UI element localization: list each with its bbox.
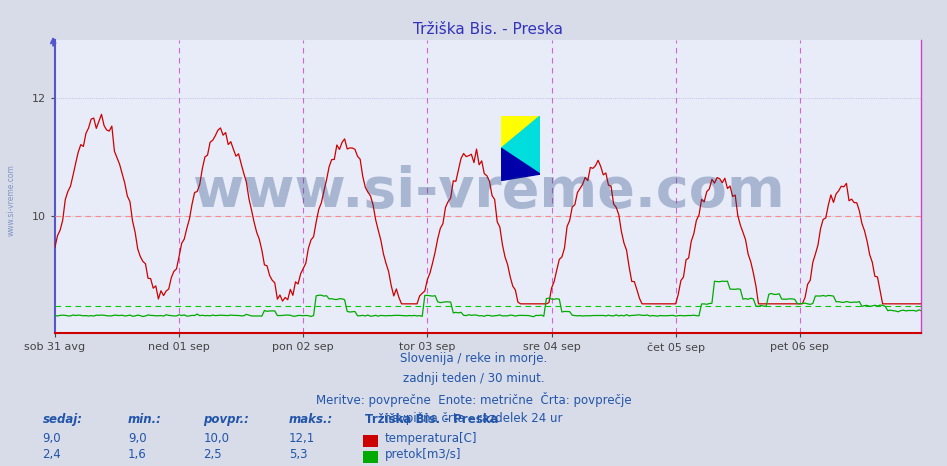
Text: 1,6: 1,6 (128, 448, 147, 461)
Text: www.si-vreme.com: www.si-vreme.com (7, 164, 16, 236)
Text: Tržiška Bis. - Preska: Tržiška Bis. - Preska (365, 413, 498, 426)
Text: temperatura[C]: temperatura[C] (384, 432, 477, 445)
Text: zadnji teden / 30 minut.: zadnji teden / 30 minut. (402, 372, 545, 385)
Text: 9,0: 9,0 (128, 432, 147, 445)
Text: navpična črta - razdelek 24 ur: navpična črta - razdelek 24 ur (384, 412, 563, 425)
Text: Meritve: povprečne  Enote: metrične  Črta: povprečje: Meritve: povprečne Enote: metrične Črta:… (315, 392, 632, 407)
Text: 10,0: 10,0 (204, 432, 229, 445)
Text: 2,4: 2,4 (43, 448, 62, 461)
Text: www.si-vreme.com: www.si-vreme.com (192, 165, 784, 219)
Text: sedaj:: sedaj: (43, 413, 82, 426)
Text: 12,1: 12,1 (289, 432, 315, 445)
Text: Slovenija / reke in morje.: Slovenija / reke in morje. (400, 352, 547, 365)
Text: maks.:: maks.: (289, 413, 333, 426)
Text: pretok[m3/s]: pretok[m3/s] (384, 448, 461, 461)
Title: Tržiška Bis. - Preska: Tržiška Bis. - Preska (413, 22, 563, 37)
Text: 9,0: 9,0 (43, 432, 62, 445)
Text: 5,3: 5,3 (289, 448, 308, 461)
Text: povpr.:: povpr.: (204, 413, 249, 426)
Text: min.:: min.: (128, 413, 162, 426)
Text: 2,5: 2,5 (204, 448, 223, 461)
